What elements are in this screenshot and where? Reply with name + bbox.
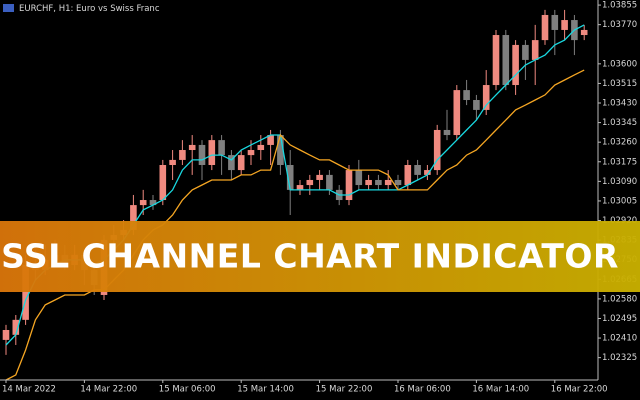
- candle-body: [198, 144, 206, 165]
- y-tick-label: 1.02325: [602, 353, 637, 363]
- candle-body: [169, 159, 176, 165]
- y-tick-label: 1.03090: [602, 177, 637, 187]
- candle-body: [502, 35, 510, 86]
- y-tick-label: 1.03600: [602, 59, 637, 69]
- candle-body: [522, 44, 529, 60]
- candle-body: [561, 20, 568, 30]
- candle-body: [159, 164, 167, 201]
- candle-body: [580, 29, 588, 36]
- y-tick-label: 1.03175: [602, 157, 637, 167]
- candle-body: [277, 135, 284, 165]
- candle-body: [424, 170, 431, 175]
- x-tick-label: 15 Mar 06:00: [159, 385, 216, 395]
- x-tick-label: 14 Mar 2022: [2, 385, 56, 395]
- banner: SSL CHANNEL CHART INDICATOR: [0, 221, 640, 292]
- candle-body: [394, 179, 402, 186]
- candle-body: [453, 90, 461, 136]
- candle-body: [22, 265, 29, 320]
- candle-body: [355, 170, 363, 186]
- y-tick-label: 1.03430: [602, 99, 637, 109]
- candle-body: [208, 140, 216, 165]
- candle-body: [149, 200, 157, 206]
- candle-body: [218, 140, 225, 156]
- symbol-icon: [3, 4, 14, 12]
- candle-body: [306, 179, 314, 186]
- x-tick-label: 15 Mar 14:00: [237, 385, 294, 395]
- y-tick-label: 1.02580: [602, 294, 637, 304]
- candle-body: [12, 319, 20, 335]
- x-tick-label: 14 Mar 22:00: [80, 385, 137, 395]
- x-tick-label: 16 Mar 06:00: [394, 385, 451, 395]
- y-tick-label: 1.03770: [602, 20, 637, 30]
- y-tick-label: 1.02495: [602, 314, 637, 324]
- candle-body: [139, 200, 147, 206]
- candle-body: [247, 150, 255, 156]
- candle-body: [541, 14, 549, 41]
- candle-body: [492, 35, 500, 86]
- candle-body: [326, 174, 333, 190]
- candle-body: [228, 155, 235, 171]
- candle-body: [365, 179, 372, 186]
- y-tick-label: 1.03345: [602, 118, 637, 128]
- candle-body: [463, 90, 470, 101]
- candle-body: [404, 164, 412, 186]
- candle-body: [286, 164, 294, 190]
- candle-body: [512, 44, 519, 86]
- candle-body: [237, 155, 245, 171]
- y-tick-label: 1.02410: [602, 334, 637, 344]
- candle-body: [443, 129, 451, 136]
- candle-body: [267, 135, 274, 145]
- candle-body: [384, 179, 392, 186]
- banner-text: SSL CHANNEL CHART INDICATOR: [1, 237, 619, 276]
- candle-body: [375, 179, 382, 186]
- candle-body: [188, 144, 196, 151]
- candle-body: [179, 150, 186, 160]
- x-tick-label: 16 Mar 22:00: [551, 385, 608, 395]
- candle-body: [473, 100, 480, 110]
- banner-band: [0, 221, 640, 292]
- candle-body: [414, 164, 421, 175]
- candle-body: [345, 170, 353, 201]
- candle-body: [130, 205, 137, 230]
- candle-body: [551, 14, 559, 30]
- y-tick-label: 1.03005: [602, 196, 637, 206]
- candle-body: [482, 85, 490, 110]
- candle-body: [433, 129, 441, 171]
- y-tick-label: 1.03515: [602, 79, 637, 89]
- chart-title: EURCHF, H1: Euro vs Swiss Franc: [19, 4, 160, 14]
- x-tick-label: 15 Mar 22:00: [316, 385, 373, 395]
- candle-body: [296, 185, 304, 190]
- candle-body: [2, 329, 10, 340]
- candle-body: [531, 40, 539, 60]
- candle-body: [316, 174, 323, 180]
- y-tick-label: 1.03260: [602, 138, 637, 148]
- y-tick-label: 1.03855: [602, 1, 637, 11]
- candle-body: [257, 144, 265, 151]
- x-tick-label: 16 Mar 14:00: [472, 385, 529, 395]
